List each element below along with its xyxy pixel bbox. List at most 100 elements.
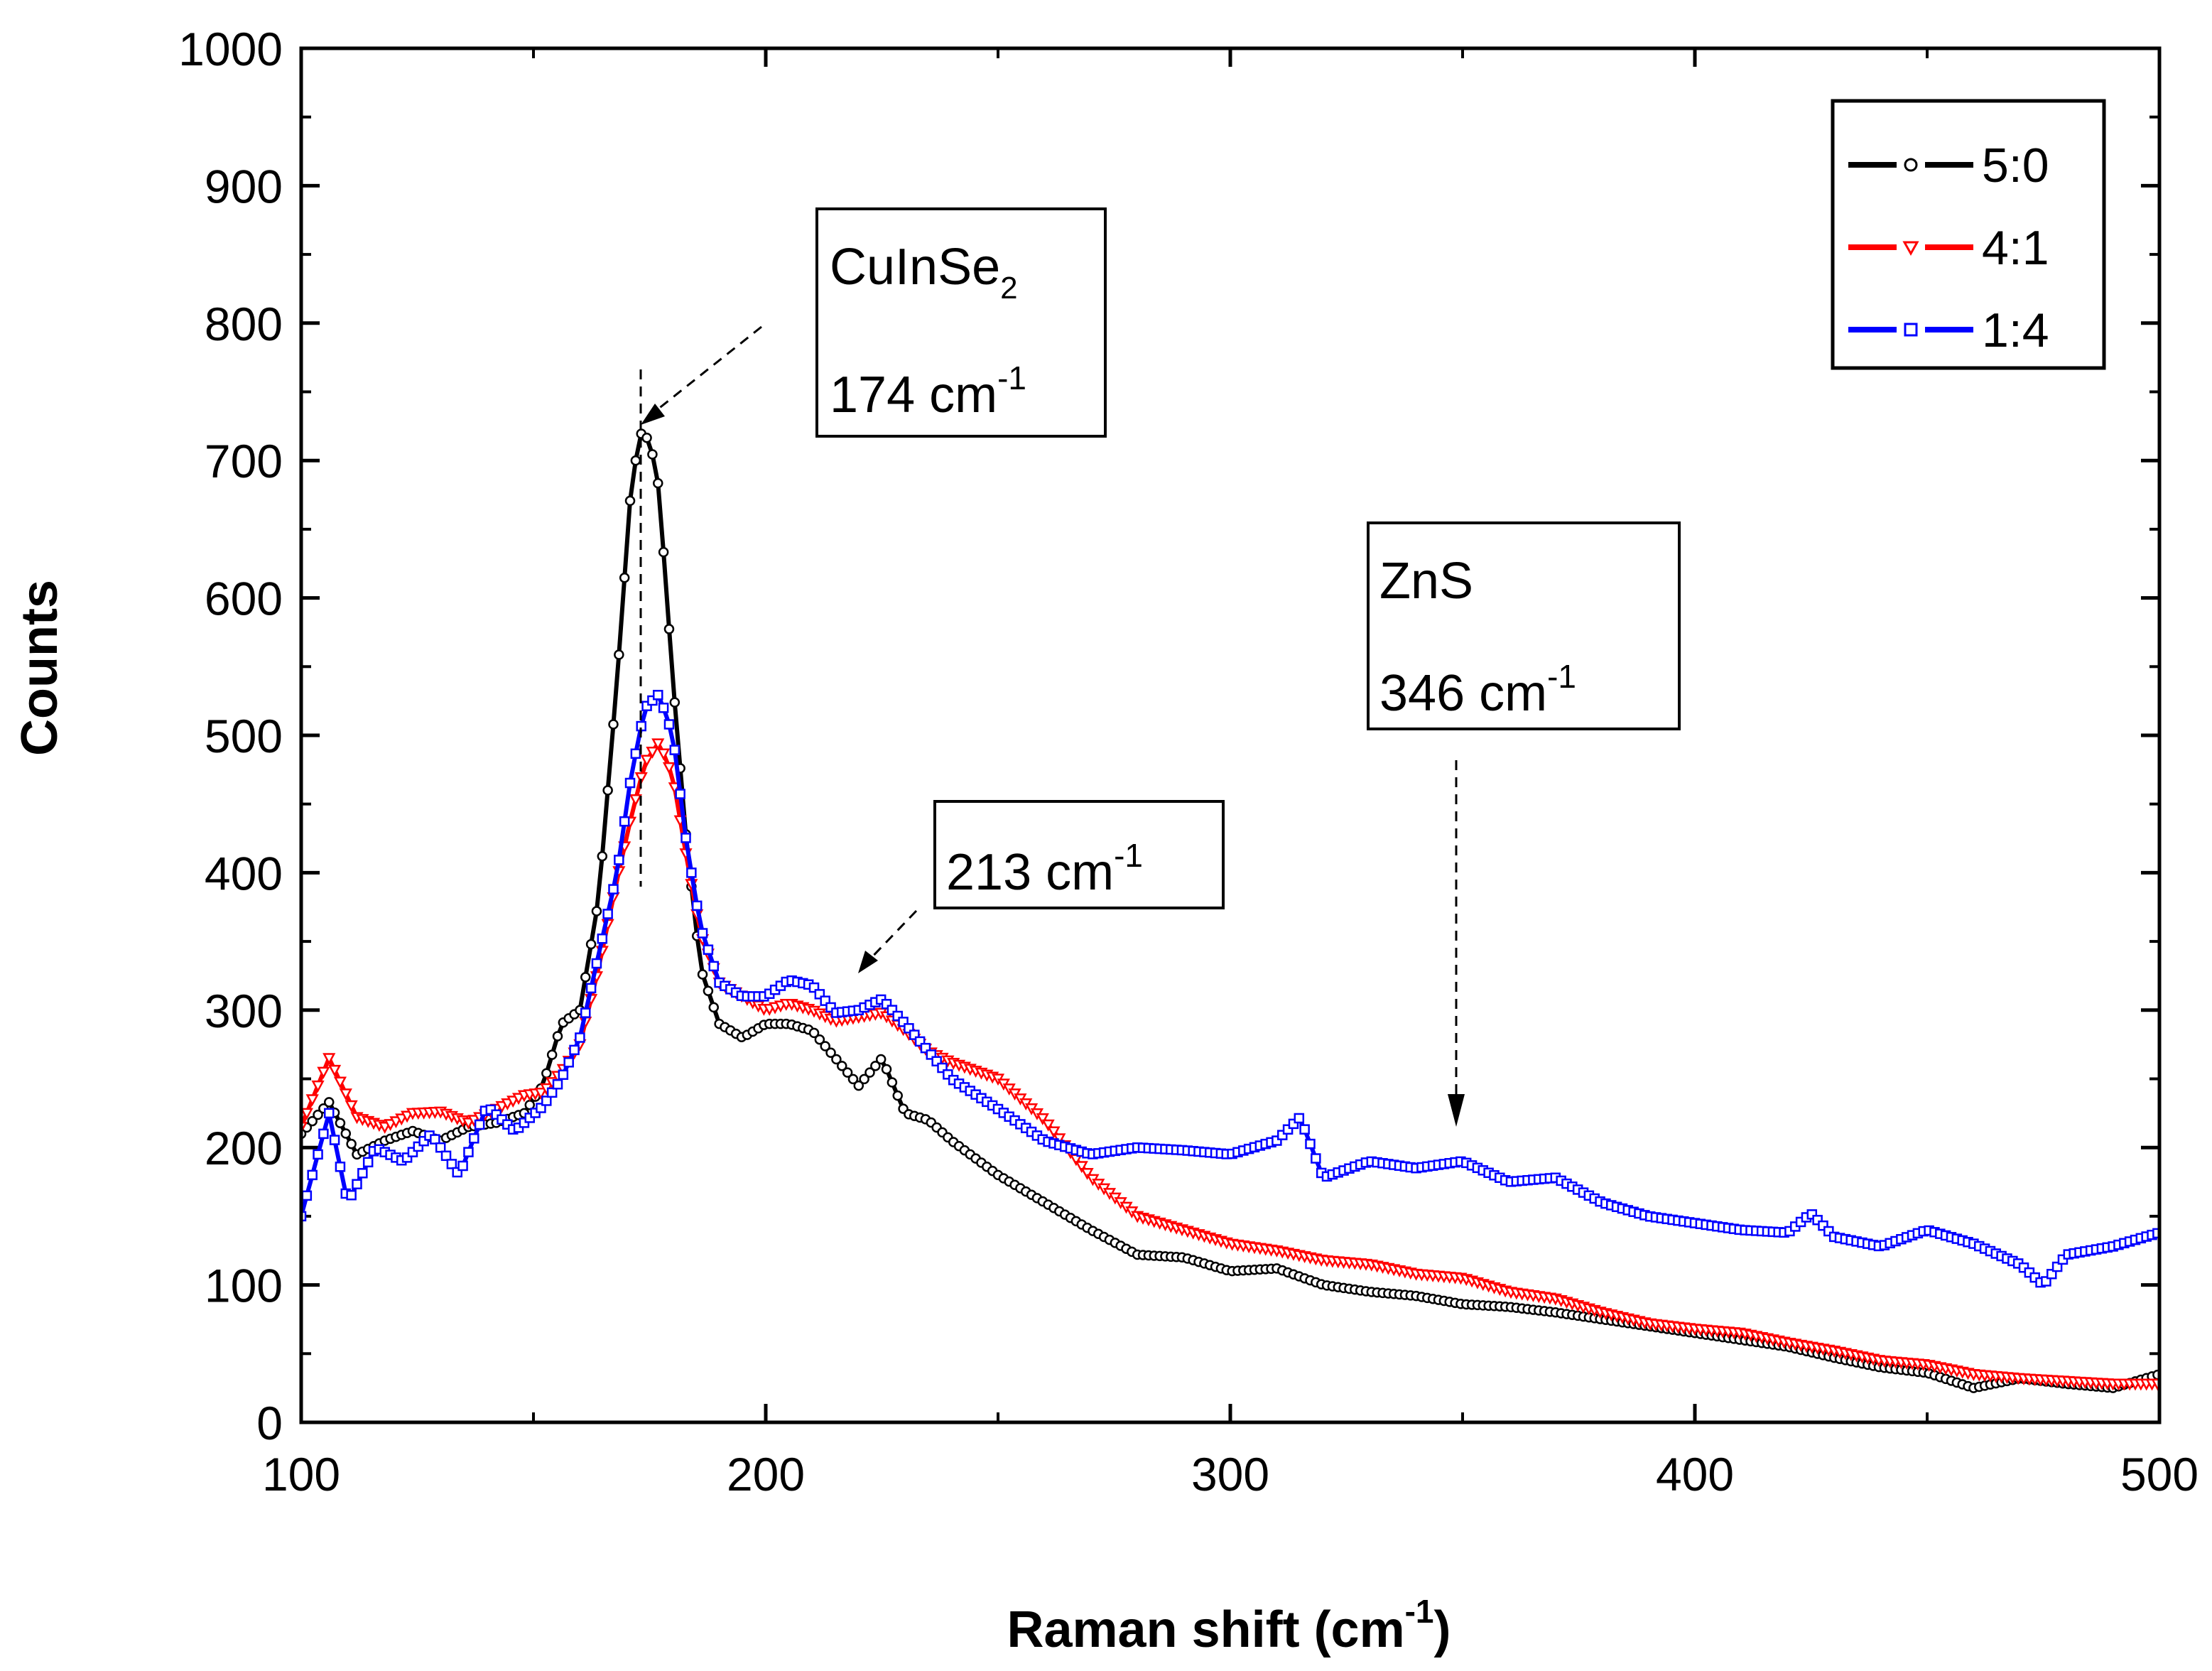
data-point — [859, 1074, 869, 1085]
data-point — [647, 449, 658, 460]
data-point — [697, 969, 708, 980]
data-point — [630, 455, 641, 466]
data-point — [703, 985, 714, 996]
data-point — [345, 1100, 358, 1113]
data-point — [307, 1169, 318, 1181]
data-point — [808, 1027, 820, 1039]
data-point — [864, 1067, 875, 1078]
data-point — [352, 1179, 362, 1190]
data-point — [340, 1128, 352, 1139]
data-point — [440, 1150, 452, 1162]
data-point — [327, 1064, 342, 1077]
data-point — [634, 772, 648, 784]
annotation-213: 213 cm-1 — [858, 800, 1225, 973]
data-point — [446, 1159, 457, 1169]
x-axis-title: Raman shift (cm-1) — [1007, 1593, 1451, 1658]
data-point — [1294, 1113, 1305, 1124]
data-point — [597, 850, 608, 862]
data-point — [892, 1090, 903, 1101]
cuinse2-arrow-line — [650, 325, 762, 416]
zns-arrow-head — [1448, 1094, 1465, 1127]
zns-label-box — [1367, 521, 1681, 730]
data-point — [663, 624, 675, 634]
data-point — [591, 958, 602, 969]
cuinse2-value: 174 cm — [830, 367, 997, 423]
data-point — [563, 1057, 574, 1068]
x-tick-label: 300 — [1191, 1448, 1269, 1500]
data-point — [629, 794, 642, 806]
data-point — [463, 1147, 474, 1157]
data-point — [558, 1069, 569, 1080]
data-point — [580, 972, 591, 983]
data-point — [301, 1190, 313, 1201]
x-tick-label: 100 — [262, 1448, 340, 1500]
data-point — [469, 1133, 479, 1144]
y-axis-title: Counts — [11, 580, 68, 756]
svg-text:346 cm-1: 346 cm-1 — [1379, 658, 1576, 722]
data-point — [837, 1061, 847, 1071]
data-point — [662, 762, 676, 774]
data-point — [339, 1088, 352, 1101]
plot-frame — [299, 46, 2162, 1424]
data-point — [820, 1041, 830, 1051]
series-layer — [301, 428, 2159, 1393]
data-point — [825, 1047, 836, 1059]
data-point — [546, 1049, 558, 1060]
data-point — [585, 939, 597, 950]
legend-label: 5:0 — [1982, 139, 2049, 193]
data-point — [322, 1053, 336, 1066]
data-point — [640, 755, 654, 767]
a213-label-box — [933, 800, 1225, 909]
a213-arrow-head — [858, 951, 878, 973]
data-point — [552, 1078, 563, 1090]
data-point — [853, 1080, 864, 1091]
data-point — [708, 961, 720, 972]
data-point — [614, 649, 624, 660]
data-point — [1047, 1126, 1061, 1139]
y-tick-labels: 0 100 200 300 400 500 600 700 800 900 1000 — [178, 23, 283, 1449]
data-point — [346, 1138, 357, 1150]
legend-marker — [1904, 323, 1918, 337]
data-point — [541, 1096, 552, 1106]
series-1-4 — [301, 690, 2159, 1288]
legend-marker — [1904, 158, 1918, 172]
data-point — [301, 1211, 307, 1222]
data-point — [1036, 1113, 1049, 1125]
legend-item: 4:1 — [1848, 221, 2049, 275]
y-tick-label: 200 — [205, 1122, 283, 1174]
data-point — [697, 928, 708, 939]
data-point — [842, 1067, 853, 1078]
data-point — [335, 1162, 346, 1172]
data-point — [335, 1118, 346, 1129]
data-point — [814, 1034, 825, 1045]
a213-arrow-line — [865, 909, 918, 964]
data-point — [691, 900, 703, 912]
y-tick-label: 300 — [205, 985, 283, 1037]
data-point — [323, 1097, 335, 1108]
data-point — [318, 1128, 329, 1140]
data-point — [323, 1108, 335, 1119]
data-point — [686, 867, 697, 878]
data-point — [313, 1149, 323, 1160]
y-tick-label: 500 — [205, 710, 283, 762]
y-tick-label: 800 — [205, 298, 283, 350]
data-point — [641, 433, 652, 443]
data-point — [474, 1119, 485, 1130]
data-point — [658, 703, 669, 713]
data-point — [307, 1115, 318, 1127]
data-point — [585, 983, 597, 994]
legend-marker — [1902, 241, 1919, 256]
data-point — [457, 1160, 468, 1172]
data-point — [580, 1007, 591, 1018]
data-point — [552, 1031, 563, 1042]
y-tick-label: 700 — [205, 435, 283, 487]
data-point — [1041, 1119, 1055, 1132]
data-point — [658, 546, 669, 558]
data-point — [663, 719, 675, 730]
zns-sup: -1 — [1547, 658, 1576, 695]
data-point — [619, 572, 630, 583]
annotation-zns: ZnS 346 cm-1 — [1367, 521, 1681, 1127]
data-point — [1075, 1161, 1088, 1174]
y-tick-label: 600 — [205, 573, 283, 625]
data-point — [608, 884, 619, 894]
